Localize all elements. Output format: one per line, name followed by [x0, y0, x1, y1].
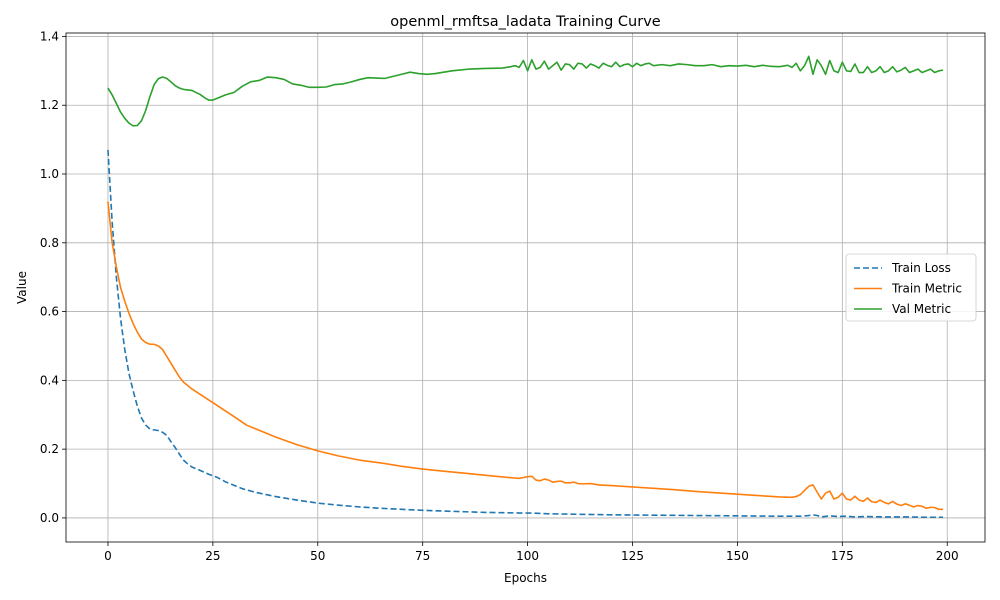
chart-title: openml_rmftsa_ladata Training Curve	[390, 14, 661, 30]
y-axis-ticks: 0.0 0.2 0.4 0.6 0.8 1.0 1.2 1.4	[40, 29, 66, 525]
x-tick-label: 0	[104, 549, 112, 563]
x-tick-label: 75	[415, 549, 430, 563]
y-axis-label: Value	[15, 271, 29, 304]
legend-label-train-metric: Train Metric	[891, 282, 962, 296]
plot-area-frame	[65, 32, 986, 543]
legend-label-val-metric: Val Metric	[892, 302, 951, 316]
x-tick-label: 150	[726, 549, 749, 563]
series-lines	[107, 55, 944, 519]
y-tick-label: 0.4	[40, 373, 59, 387]
x-axis-ticks: 0 25 50 75 100 125 150 175 200	[104, 542, 959, 563]
x-tick-label: 50	[310, 549, 325, 563]
series-line-train-loss	[107, 149, 944, 519]
y-tick-label: 1.0	[40, 167, 59, 181]
y-tick-label: 1.2	[40, 98, 59, 112]
legend-box	[845, 253, 977, 322]
series-line-val-metric	[107, 55, 944, 127]
x-tick-label: 125	[621, 549, 644, 563]
grid-lines	[66, 33, 985, 542]
legend-label-train-loss: Train Loss	[891, 261, 951, 275]
x-tick-label: 100	[516, 549, 539, 563]
x-axis-label: Epochs	[504, 571, 547, 585]
x-tick-label: 200	[936, 549, 959, 563]
y-tick-label: 1.4	[40, 29, 59, 43]
x-tick-label: 175	[831, 549, 854, 563]
y-tick-label: 0.8	[40, 236, 59, 250]
series-line-train-metric	[107, 201, 944, 511]
y-tick-label: 0.2	[40, 442, 59, 456]
x-tick-label: 25	[205, 549, 220, 563]
y-tick-label: 0.6	[40, 305, 59, 319]
y-tick-label: 0.0	[40, 511, 59, 525]
chart-legend: Train Loss Train Metric Val Metric	[845, 253, 977, 322]
